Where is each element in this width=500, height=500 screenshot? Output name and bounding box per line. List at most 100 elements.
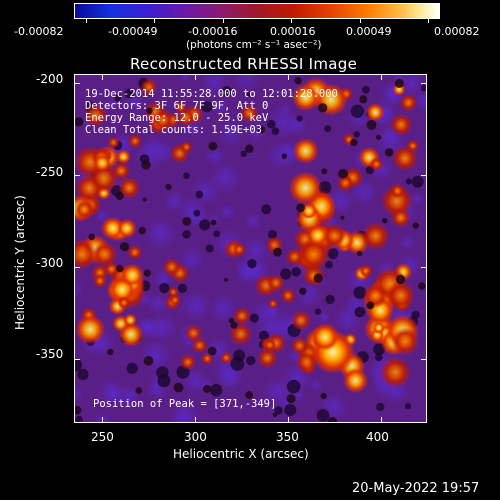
intensity-blob xyxy=(182,230,191,239)
intensity-blob xyxy=(316,310,331,324)
y-tick-label: -250 xyxy=(36,165,64,179)
intensity-blob xyxy=(168,401,201,422)
intensity-blob xyxy=(418,282,426,290)
intensity-blob xyxy=(359,264,373,278)
intensity-blob xyxy=(224,277,229,282)
intensity-blob xyxy=(297,238,331,271)
intensity-blob xyxy=(354,306,366,318)
intensity-blob xyxy=(165,183,172,191)
overlay-detectors: Detectors: 3F 6F 7F 9F, Att 0 xyxy=(85,100,269,112)
intensity-blob xyxy=(126,362,138,374)
intensity-blob xyxy=(173,382,184,393)
intensity-blob xyxy=(228,317,235,324)
intensity-blob xyxy=(152,109,174,131)
intensity-blob xyxy=(384,148,394,157)
intensity-blob xyxy=(350,138,358,147)
overlay-energy-range: Energy Range: 12.0 - 25.0 keV xyxy=(85,112,269,124)
intensity-blob xyxy=(325,294,335,305)
intensity-blob xyxy=(271,127,280,135)
intensity-blob xyxy=(117,218,137,239)
intensity-blob xyxy=(394,78,404,89)
intensity-blob xyxy=(143,356,154,366)
intensity-blob xyxy=(249,313,259,323)
intensity-blob xyxy=(221,86,233,97)
intensity-blob xyxy=(201,75,228,96)
intensity-blob xyxy=(240,104,259,123)
intensity-blob xyxy=(218,365,243,390)
y-tick-mark xyxy=(421,358,427,360)
intensity-blob xyxy=(245,391,254,399)
intensity-blob xyxy=(179,75,192,83)
intensity-blob xyxy=(208,141,218,151)
colorbar-tick-label: -0.00016 xyxy=(188,25,238,38)
intensity-blob xyxy=(127,245,143,260)
overlay-time-range: 19-Dec-2014 11:55:28.000 to 12:01:28.000 xyxy=(85,88,338,100)
intensity-blob xyxy=(272,412,278,418)
intensity-blob xyxy=(147,312,177,343)
intensity-blob xyxy=(211,98,229,116)
intensity-blob xyxy=(202,384,212,393)
intensity-blob xyxy=(420,84,426,92)
intensity-blob xyxy=(179,354,196,370)
intensity-blob xyxy=(179,247,204,272)
colorbar-tick-mark xyxy=(428,18,429,23)
intensity-blob xyxy=(410,192,425,206)
intensity-blob xyxy=(411,175,424,188)
intensity-blob xyxy=(286,379,301,394)
intensity-blob xyxy=(286,394,296,404)
intensity-blob xyxy=(119,242,130,252)
y-tick-mark xyxy=(421,175,427,177)
intensity-blob xyxy=(101,216,125,240)
intensity-blob xyxy=(75,117,84,127)
intensity-blob xyxy=(267,119,276,129)
intensity-blob xyxy=(201,101,213,113)
intensity-blob xyxy=(391,327,420,356)
intensity-blob xyxy=(246,92,252,97)
intensity-blob xyxy=(92,241,118,267)
intensity-blob xyxy=(207,346,217,356)
intensity-blob xyxy=(240,150,248,157)
intensity-blob xyxy=(75,405,82,415)
intensity-blob xyxy=(350,104,365,118)
intensity-blob xyxy=(369,157,384,172)
intensity-blob xyxy=(365,103,385,122)
intensity-blob xyxy=(390,113,413,136)
intensity-blob xyxy=(104,261,119,277)
x-tick-mark xyxy=(101,417,103,423)
x-axis-label: Heliocentric X (arcsec) xyxy=(173,447,309,461)
intensity-blob xyxy=(288,171,322,205)
x-tick-mark xyxy=(194,417,196,423)
intensity-blob xyxy=(267,274,285,292)
intensity-blob xyxy=(340,215,345,220)
intensity-blob xyxy=(140,339,172,371)
colorbar-tick-label: 0.00082 xyxy=(434,25,480,38)
intensity-blob xyxy=(296,115,303,122)
intensity-blob xyxy=(343,368,369,394)
colorbar-tick-mark xyxy=(359,18,361,23)
intensity-blob xyxy=(359,95,368,104)
intensity-blob xyxy=(150,140,176,165)
intensity-blob xyxy=(123,313,137,327)
intensity-blob xyxy=(314,308,322,315)
intensity-blob xyxy=(310,378,323,392)
overlay-peak-position: Position of Peak = [371,-349] xyxy=(93,398,277,410)
y-tick-mark xyxy=(421,266,427,268)
intensity-blob xyxy=(405,178,412,185)
x-tick-mark xyxy=(194,74,196,80)
intensity-blob xyxy=(159,282,170,294)
intensity-blob xyxy=(321,168,328,175)
colorbar-tick-mark xyxy=(86,18,87,23)
intensity-blob xyxy=(116,264,124,273)
intensity-blob xyxy=(75,239,98,270)
intensity-blob xyxy=(167,286,179,298)
intensity-blob xyxy=(182,216,192,226)
intensity-blob xyxy=(184,324,203,342)
intensity-blob xyxy=(128,134,142,148)
intensity-blob xyxy=(257,348,278,369)
intensity-blob xyxy=(195,190,204,199)
intensity-blob xyxy=(75,385,84,404)
intensity-blob xyxy=(390,183,405,199)
colorbar-tick-label: -0.00049 xyxy=(108,25,158,38)
intensity-blob xyxy=(230,321,238,329)
intensity-blob xyxy=(180,141,193,153)
